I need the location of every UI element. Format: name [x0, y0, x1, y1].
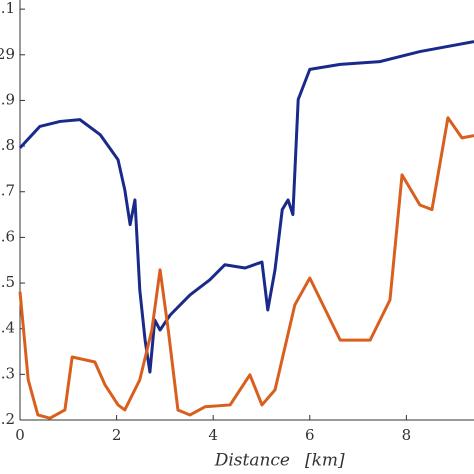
y-tick-label: .6: [1, 227, 15, 245]
x-tick-label: 6: [305, 426, 315, 444]
y-tick-label: .3: [1, 364, 15, 382]
x-tick-label: 4: [208, 426, 218, 444]
y-tick-label: .4: [1, 319, 15, 337]
y-tick-label: .1: [1, 0, 15, 17]
y-tick-label: .7: [1, 182, 15, 200]
line: [18, 116, 474, 420]
x-tick-label: 8: [402, 426, 412, 444]
y-tick-label: .8: [1, 136, 15, 154]
y-tick-label: .9: [1, 90, 15, 108]
x-tick-label: 2: [112, 426, 122, 444]
x-tick-label: 0: [15, 426, 25, 444]
x-axis-unit: [km]: [305, 451, 345, 471]
y-tick-label: .5: [1, 273, 15, 291]
y-tick-label: 29: [0, 45, 15, 63]
line: [18, 40, 474, 374]
y-tick-label: .2: [1, 410, 15, 428]
x-axis-title: Distance: [214, 451, 290, 471]
